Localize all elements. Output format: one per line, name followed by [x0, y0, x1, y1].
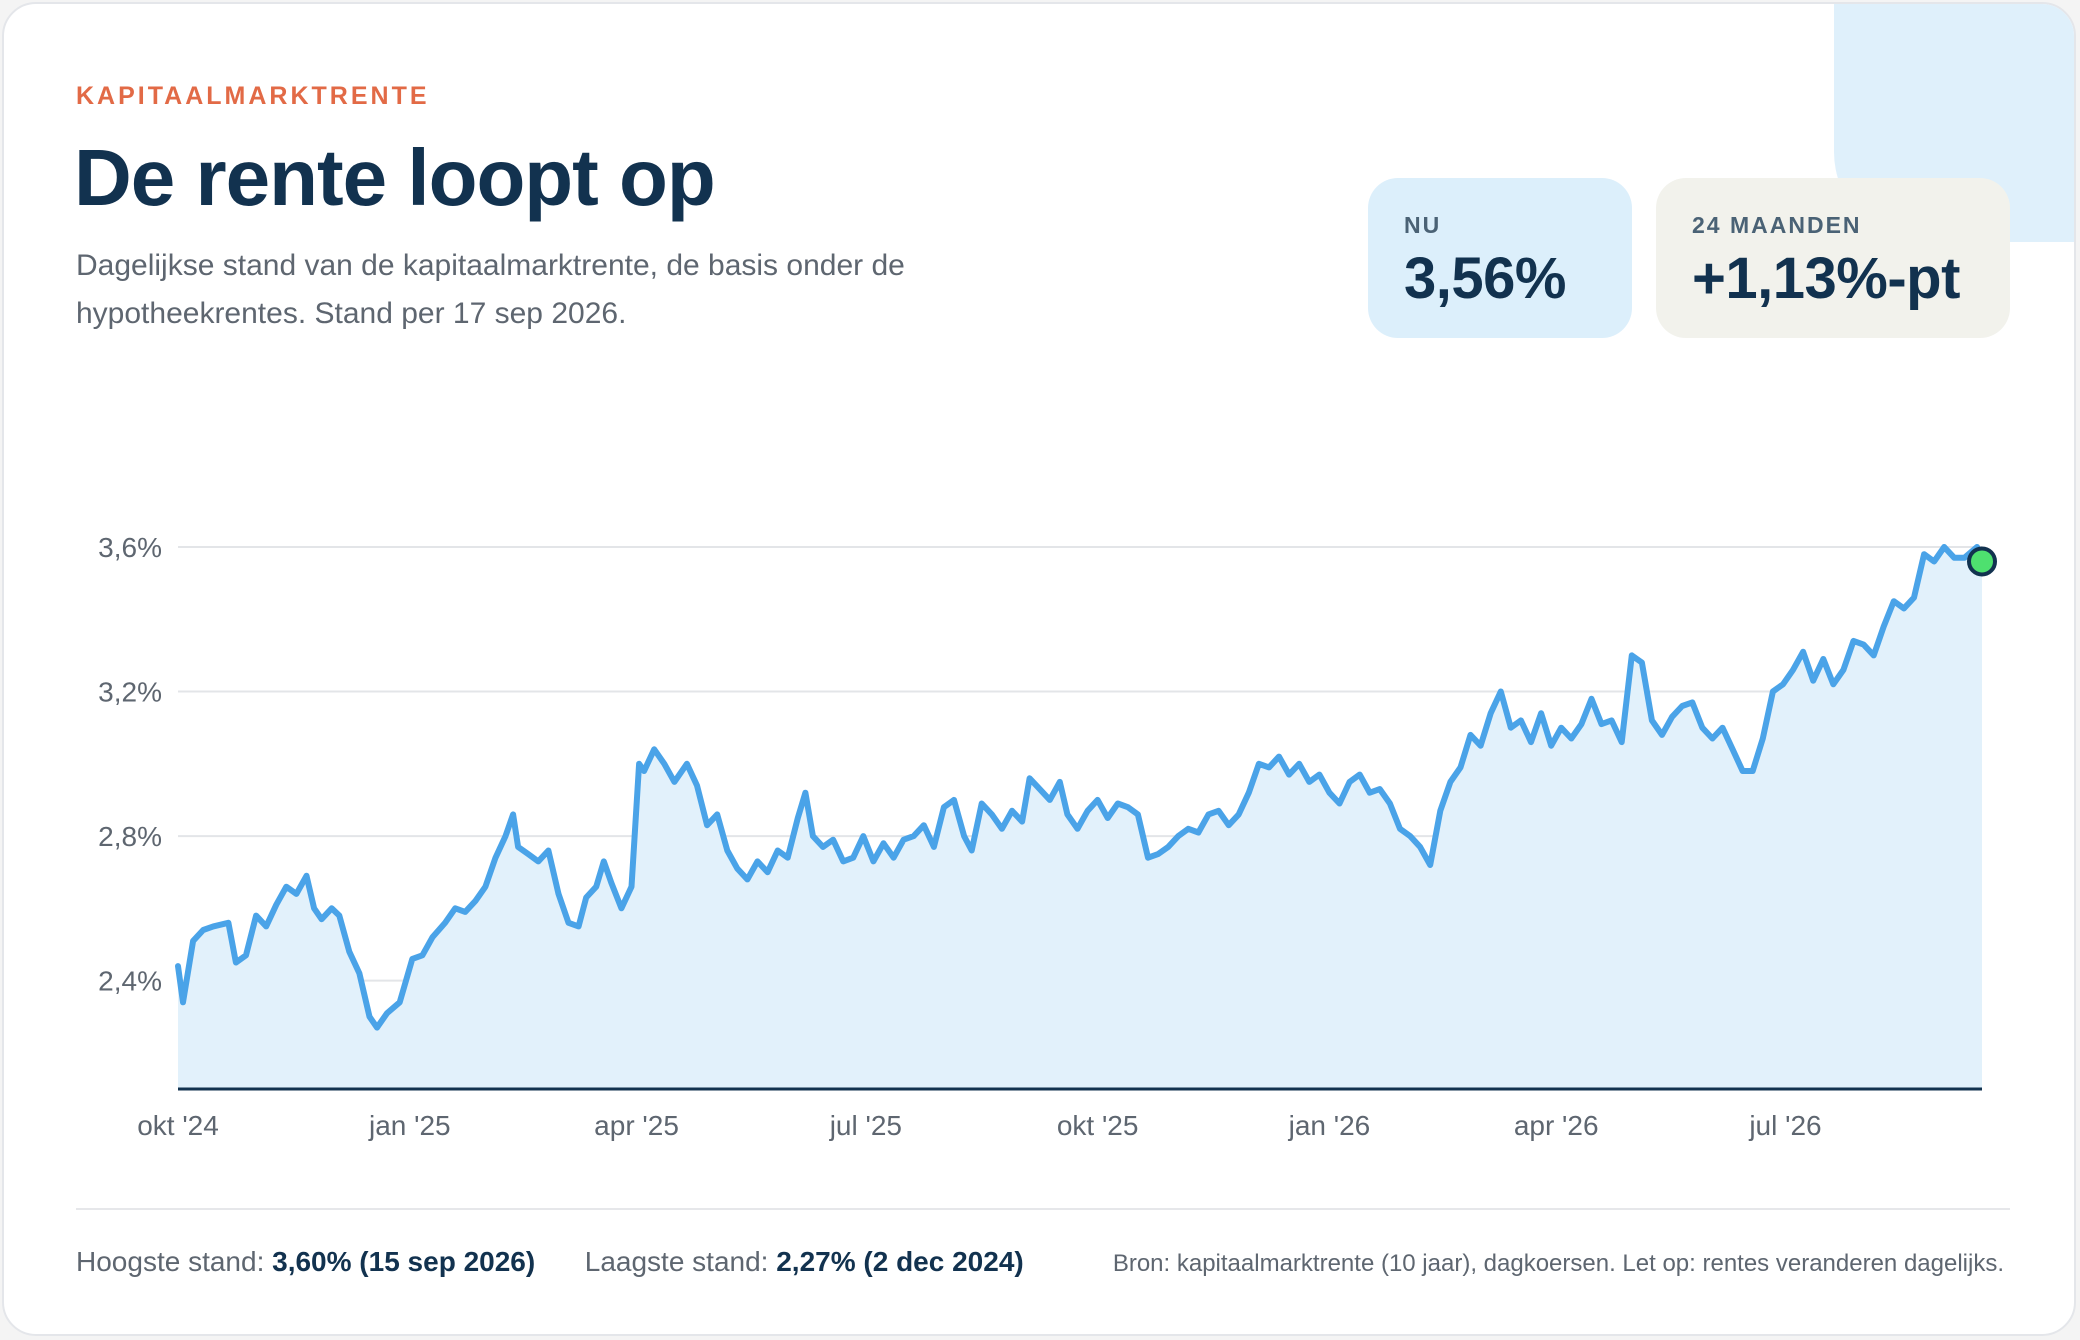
footer-divider	[76, 1208, 2010, 1210]
x-axis-tick-labels: okt '24 jan '25 apr '25 jul '25 okt '25 jan '…	[137, 1110, 1821, 1141]
subtitle-line-2: hypotheekrentes. Stand per 17 sep 2026.	[76, 297, 627, 330]
kpi-24-month-change: 24 MAANDEN +1,13%-pt	[1656, 178, 2010, 338]
kpi-current-label: NU	[1404, 212, 1442, 238]
subtitle-line-1: Dagelijkse stand van de kapitaalmarktren…	[76, 249, 905, 282]
y-tick-label: 2,4%	[98, 966, 162, 997]
kpi-change-label: 24 MAANDEN	[1692, 212, 1862, 238]
kpi-current-value: 3,56%	[1404, 246, 1566, 311]
rate-area-fill	[178, 547, 1982, 1089]
page-title: De rente loopt op	[74, 133, 716, 222]
x-tick-label: jan '25	[368, 1110, 451, 1141]
y-tick-label: 2,8%	[98, 821, 162, 852]
y-tick-label: 3,6%	[98, 532, 162, 563]
high-value: 3,60% (15 sep 2026)	[272, 1246, 536, 1277]
low-label: Laagste stand:	[584, 1246, 769, 1277]
x-tick-label: okt '25	[1057, 1110, 1139, 1141]
x-tick-label: jul '25	[829, 1110, 902, 1141]
kpi-current-rate: NU 3,56%	[1368, 178, 1632, 338]
x-tick-label: jul '26	[1748, 1110, 1821, 1141]
x-tick-label: apr '25	[594, 1110, 679, 1141]
eyebrow-label: KAPITAALMARKTRENTE	[76, 82, 430, 110]
rate-line-chart: 2,4% 2,8% 3,2% 3,6% okt '24 jan '25 apr '25 ju…	[98, 532, 1997, 1141]
x-tick-label: apr '26	[1514, 1110, 1599, 1141]
low-value: 2,27% (2 dec 2024)	[776, 1246, 1024, 1277]
subtitle: Dagelijkse stand van de kapitaalmarktren…	[76, 242, 1056, 338]
kpi-change-value: +1,13%-pt	[1692, 246, 1960, 311]
x-tick-label: jan '26	[1288, 1110, 1371, 1141]
x-tick-label: okt '24	[137, 1110, 219, 1141]
source-note: Bron: kapitaalmarktrente (10 jaar), dagk…	[1112, 1250, 2004, 1277]
y-axis-tick-labels: 2,4% 2,8% 3,2% 3,6%	[98, 532, 162, 997]
footer-extremes: Hoogste stand: 3,60% (15 sep 2026) Laags…	[76, 1246, 1024, 1278]
rate-series-line	[175, 544, 1985, 1031]
latest-value-marker[interactable]	[1967, 546, 1997, 577]
high-label: Hoogste stand:	[76, 1246, 265, 1277]
y-tick-label: 3,2%	[98, 677, 162, 708]
